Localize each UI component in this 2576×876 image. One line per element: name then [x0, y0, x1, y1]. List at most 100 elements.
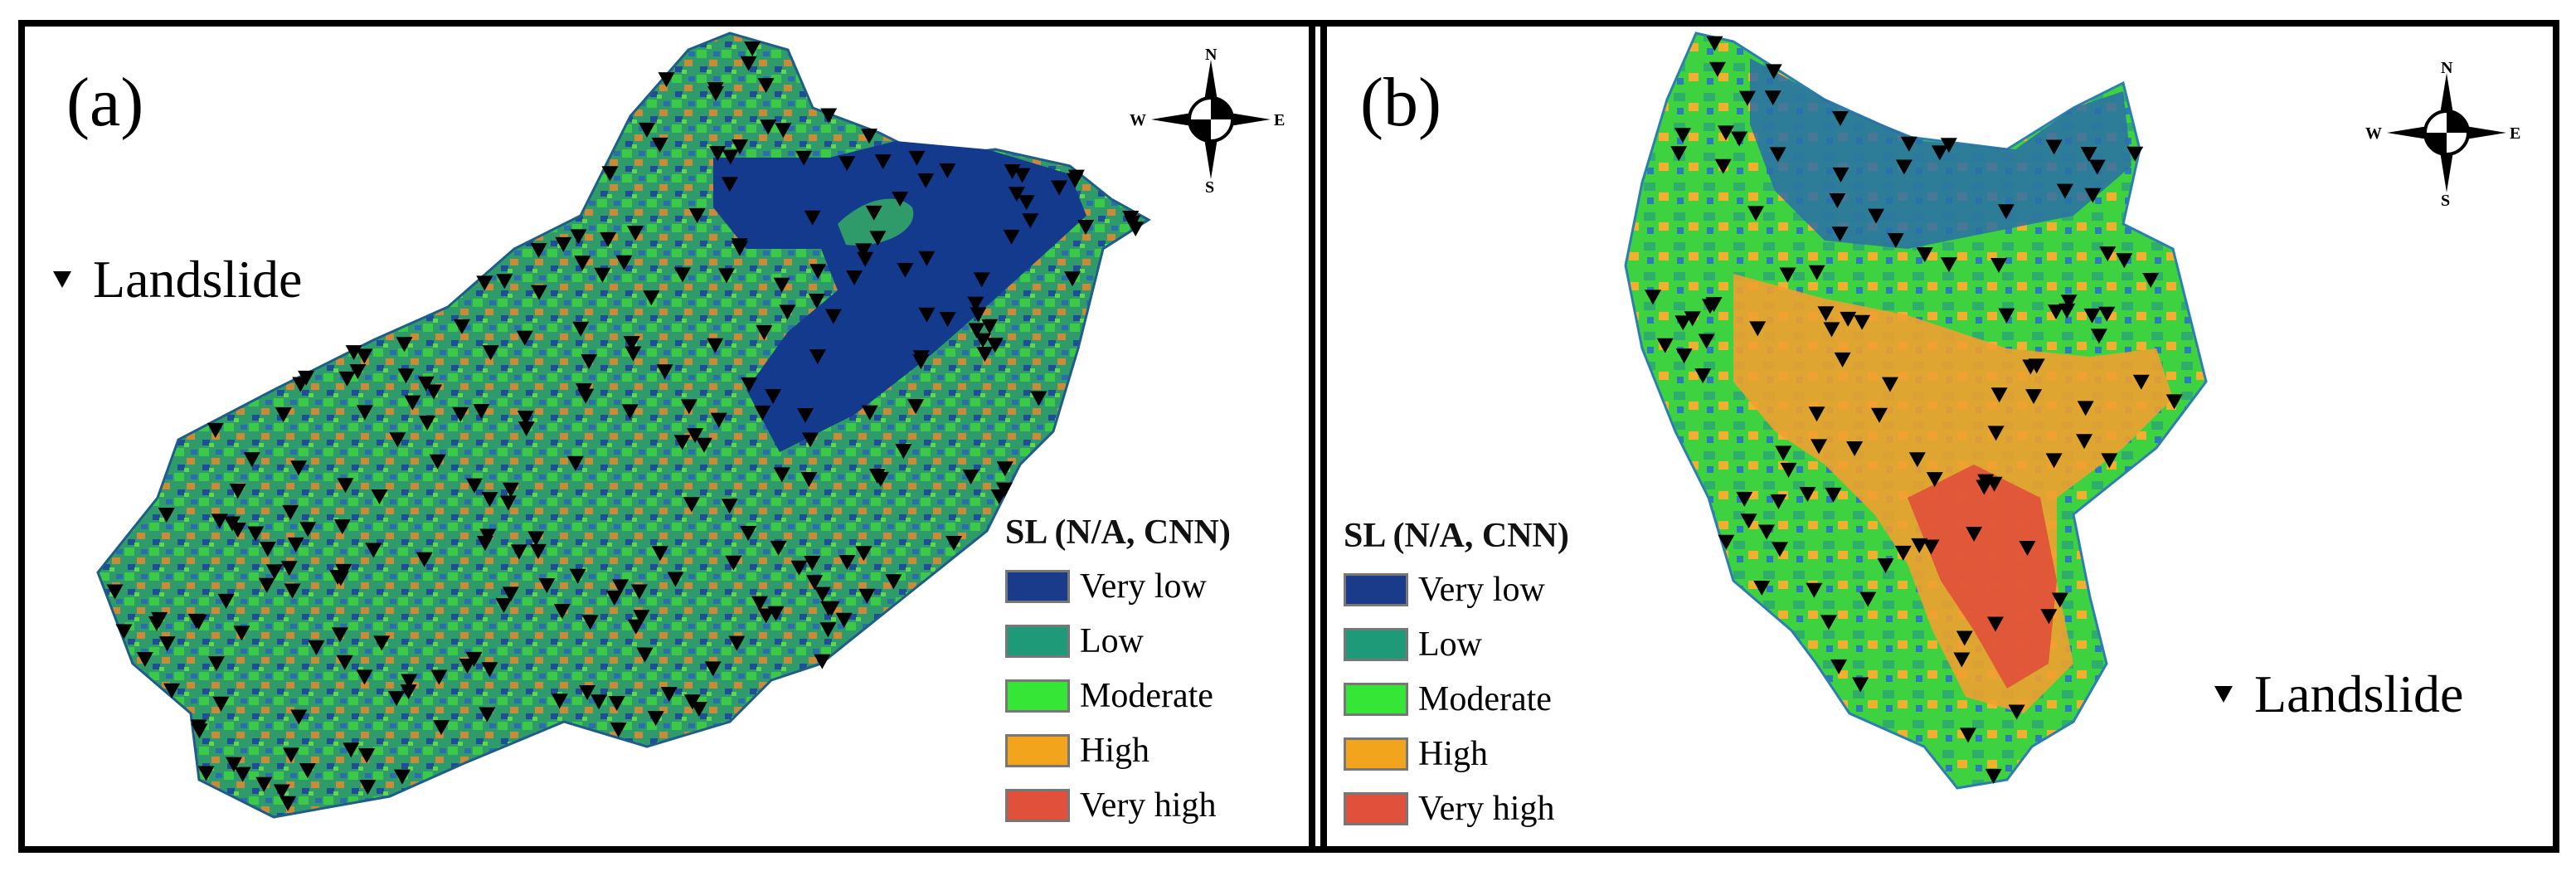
panel-a-legend-item: Very low [1005, 559, 1231, 614]
map-a-landslide-marker [336, 655, 353, 670]
panel-b-legend-swatch [1344, 628, 1408, 661]
map-a-landslide-marker [517, 411, 534, 426]
map-a-landslide-marker [482, 345, 499, 361]
map-b-landslide-marker [1852, 677, 1869, 693]
map-a-landslide-marker [401, 674, 418, 689]
map-a-landslide-marker [874, 154, 892, 170]
map-a-landslide-marker [895, 444, 912, 460]
map-a-landslide-marker [1018, 195, 1035, 211]
map-a-landslide-marker [387, 691, 405, 707]
map-b-landslide-marker [2099, 246, 2117, 262]
map-b-landslide-marker [1808, 265, 1825, 280]
map-a-landslide-marker [531, 285, 548, 300]
map-a-landslide-marker [148, 616, 165, 631]
map-a-landslide-marker [429, 454, 446, 470]
map-a-landslide-marker [538, 578, 556, 594]
map-a-landslide-marker [356, 669, 373, 685]
map-a-landslide-marker [496, 274, 513, 290]
map-a-landslide-marker [651, 546, 668, 562]
panel-b-legend-item: Very low [1344, 562, 1569, 617]
map-a-landslide-marker [707, 82, 724, 98]
map-a-landslide-marker [608, 695, 625, 711]
map-a-landslide-marker [473, 404, 490, 420]
panel-b-frame [1309, 20, 2559, 853]
map-b-landslide-marker [2060, 294, 2078, 310]
map-a-landslide-marker [243, 452, 260, 468]
panel-b-legend-swatch [1344, 792, 1408, 825]
map-a-landslide-marker [299, 522, 317, 538]
map-a-landslide-marker [773, 277, 790, 293]
map-a-landslide-marker [575, 383, 592, 399]
map-b-landslide-marker [1960, 728, 1977, 743]
map-a-landslide-marker [814, 654, 831, 669]
landslide-markers-b [1644, 36, 2183, 784]
map-a-landslide-marker [996, 461, 1013, 477]
map-a-landslide-marker [280, 561, 298, 577]
panel-b-legend-item: Low [1344, 617, 1569, 672]
map-b-landslide-marker [1953, 652, 1971, 668]
map-a-landslide-marker [1022, 213, 1039, 229]
map-a-landslide-marker [356, 405, 373, 421]
map-a-landslide-marker [630, 584, 648, 600]
map-a-landslide-marker [757, 78, 775, 94]
map-a-landslide-marker [627, 226, 644, 241]
map-a-landslide-marker [365, 543, 382, 558]
map-a-landslide-marker [417, 376, 435, 392]
map-a-landslide-marker [846, 270, 863, 286]
map-a-landslide-marker [996, 482, 1013, 498]
map-a-landslide-marker [284, 583, 301, 599]
map-a-landslide-marker [835, 612, 853, 628]
map-b-landslide-marker [1694, 368, 1712, 384]
map-a-landslide-marker [396, 337, 413, 353]
map-b-landslide-marker [1780, 462, 1797, 478]
map-b-landslide-marker [1670, 146, 1688, 162]
map-a-landslide-marker [1008, 187, 1025, 202]
panel-b-legend-swatch [1344, 573, 1408, 606]
map-a-landslide-marker [275, 406, 292, 422]
map-a-landslide-marker [453, 319, 470, 334]
map-a-landslide-marker [404, 395, 421, 411]
panel-b-legend-item: Moderate [1344, 672, 1569, 727]
map-a-landslide-marker [476, 275, 493, 291]
panel-a-legend-label: Very high [1080, 786, 1217, 825]
map-a-landslide-marker [725, 555, 742, 571]
map-a-landslide-marker [516, 330, 533, 346]
map-a-landslide-marker [570, 229, 587, 245]
map-b-landslide-marker [1674, 128, 1692, 144]
map-a-landslide-marker [912, 350, 930, 366]
panel-b-legend-item: High [1344, 727, 1569, 781]
map-b-landslide-marker [1832, 167, 1849, 182]
map-a-landslide-marker [574, 256, 591, 271]
map-b-landslide-marker [1674, 315, 1692, 331]
map-a-landslide-marker [502, 482, 519, 498]
map-a-landslide-marker [754, 405, 771, 421]
map-a-landslide-marker [633, 610, 650, 625]
panel-b-legend-label: Moderate [1418, 680, 1552, 718]
panel-b-legend-swatch [1344, 683, 1408, 716]
map-b-landslide-marker [1736, 491, 1753, 507]
map-b-landslide-marker [1684, 311, 1701, 327]
map-b-landslide-marker [2098, 306, 2116, 322]
map-b-landslide-marker [1987, 426, 2005, 441]
map-a-landslide-marker [673, 435, 691, 450]
map-b-landslide-marker [2101, 453, 2118, 469]
map-b-landslide-marker [1840, 311, 1857, 327]
panel-a-legend-swatch [1005, 570, 1070, 603]
map-b-landslide-marker [2126, 146, 2144, 162]
map-a-landslide-marker [298, 370, 315, 386]
map-b-landslide-marker [1956, 630, 1973, 646]
map-b-landslide-marker [1990, 387, 2008, 403]
map-b-landslide-marker [1753, 580, 1771, 596]
map-a-landslide-marker [975, 333, 992, 348]
map-a-landslide-marker [1077, 220, 1095, 236]
panel-a-north-arrow-icon: N S E W [1130, 46, 1285, 194]
panel-a-compass-w: W [1130, 111, 1146, 129]
panel-b-legend-swatch [1344, 737, 1408, 771]
map-a-landslide-marker [233, 625, 250, 641]
map-a-landslide-marker [741, 377, 758, 392]
map-a-landslide-marker [625, 346, 642, 362]
map-a-landslide-marker [643, 290, 660, 306]
map-b-landslide-marker [1758, 524, 1776, 540]
map-a-landslide-marker [581, 615, 599, 630]
